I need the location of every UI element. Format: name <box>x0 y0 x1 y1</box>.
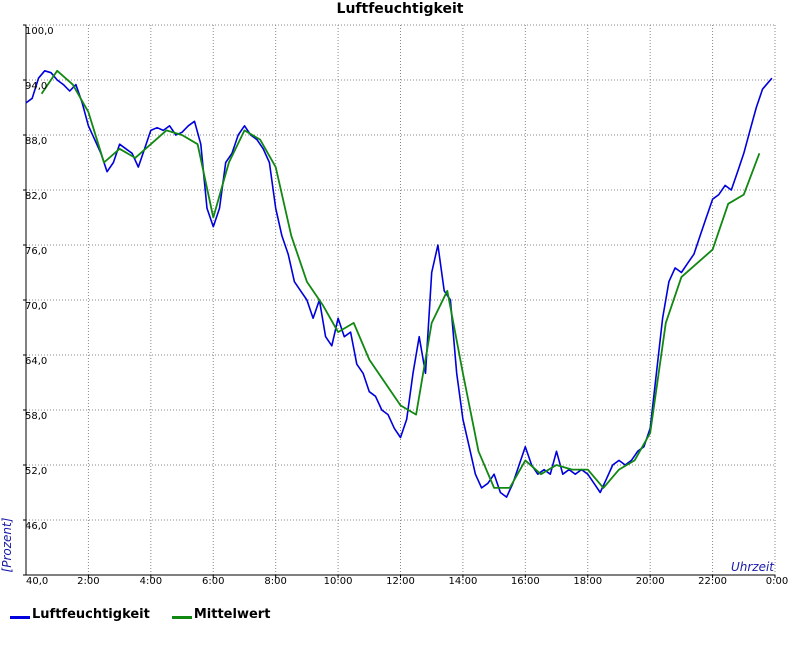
x-tick-label: 20:00 <box>636 576 665 587</box>
chart-title: Luftfeuchtigkeit <box>337 1 464 17</box>
y-axis-label: [Prozent] <box>0 517 14 572</box>
y-tick-label: 40,0 <box>26 576 48 587</box>
x-tick-label: 0:00 <box>766 576 788 587</box>
y-tick-label: 70,0 <box>25 301 47 312</box>
x-tick-label: 4:00 <box>140 576 162 587</box>
y-tick-label: 100,0 <box>25 26 54 37</box>
y-tick-label: 64,0 <box>25 356 47 367</box>
grid-lines <box>26 25 775 575</box>
legend-item-average: Mittelwert <box>171 607 271 622</box>
average-series-line <box>40 69 761 489</box>
legend-label-humidity: Luftfeuchtigkeit <box>32 607 150 622</box>
x-axis-label: Uhrzeit <box>731 560 775 574</box>
y-tick-label: 82,0 <box>25 191 47 202</box>
x-tick-label: 18:00 <box>573 576 602 587</box>
y-tick-label: 88,0 <box>25 136 47 147</box>
y-tick-label: 94,0 <box>25 81 47 92</box>
legend: Luftfeuchtigkeit Mittelwert <box>10 607 270 622</box>
x-tick-label: 14:00 <box>449 576 478 587</box>
x-tick-label: 6:00 <box>202 576 224 587</box>
x-tick-label: 16:00 <box>511 576 540 587</box>
x-tick-label: 2:00 <box>77 576 99 587</box>
legend-label-average: Mittelwert <box>193 607 271 622</box>
y-tick-label: 46,0 <box>25 521 47 532</box>
y-tick-label: 58,0 <box>25 411 47 422</box>
legend-swatch-average <box>171 616 192 619</box>
x-tick-label: 8:00 <box>264 576 286 587</box>
x-tick-label: 22:00 <box>698 576 727 587</box>
y-tick-label: 52,0 <box>25 466 47 477</box>
series-layer <box>25 69 773 498</box>
legend-item-humidity: Luftfeuchtigkeit <box>10 607 150 622</box>
y-tick-label: 76,0 <box>25 246 47 257</box>
x-tick-label: 10:00 <box>324 576 353 587</box>
x-tick-label: 12:00 <box>386 576 415 587</box>
x-axis-ticks: 2:00 4:00 6:00 8:00 10:00 12:00 14:00 16:00 18:0… <box>77 575 788 587</box>
y-axis-ticks: 40,0 46,0 52,0 58,0 64,0 70,0 76,0 82,0 88,0 94,0… <box>23 24 54 587</box>
legend-swatch-humidity <box>10 616 30 619</box>
